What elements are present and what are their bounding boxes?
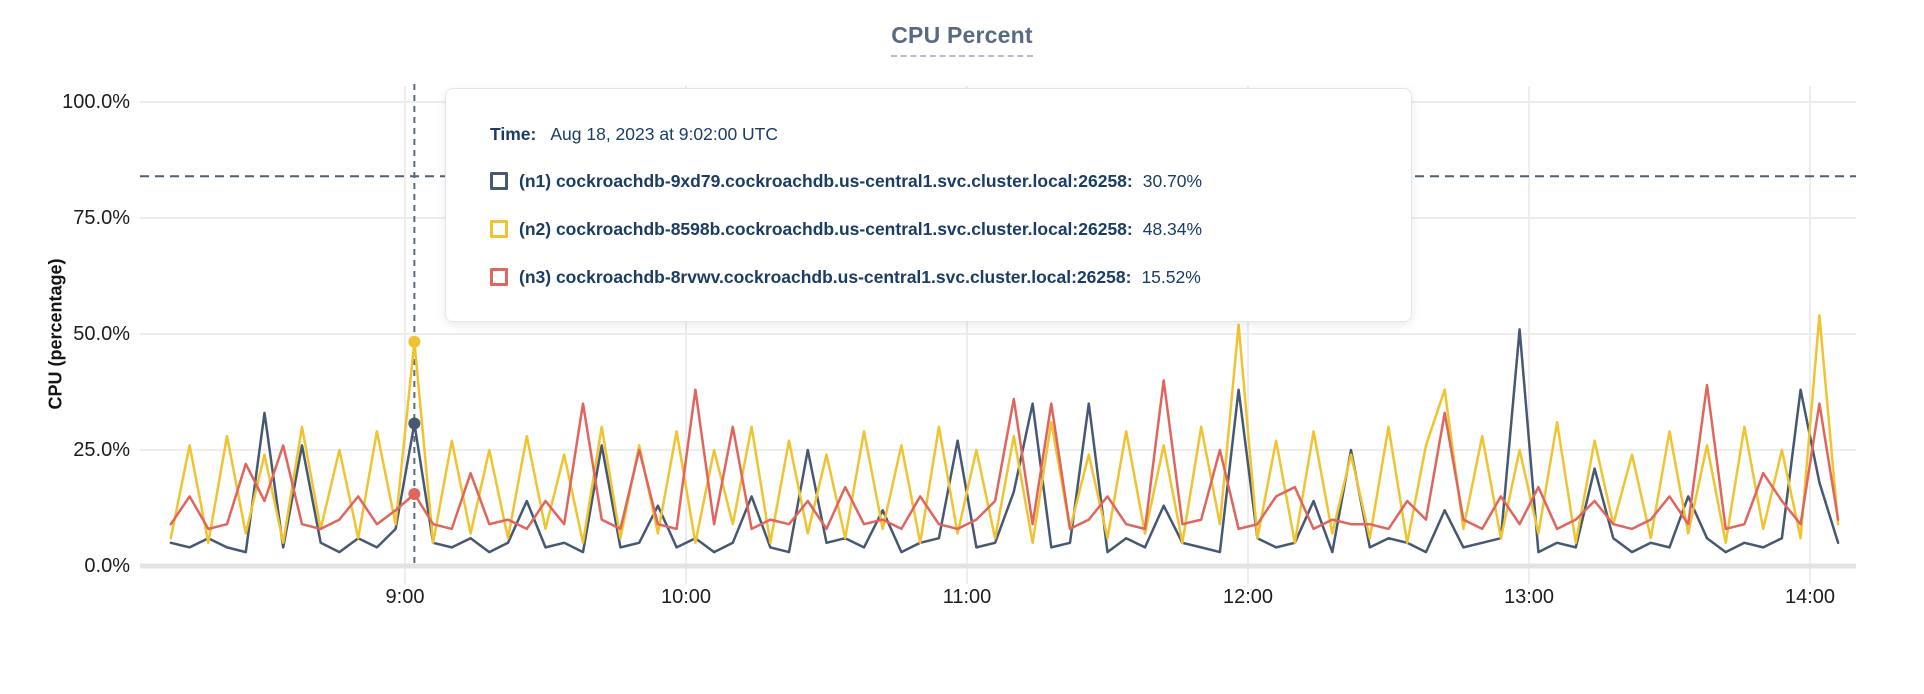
chart-tooltip: Time: Aug 18, 2023 at 9:02:00 UTC (n1) co… <box>445 88 1412 322</box>
tooltip-row-n2: (n2) cockroachdb-8598b.cockroachdb.us-ce… <box>490 205 1411 253</box>
tooltip-row-n3-value: 15.52% <box>1141 266 1201 287</box>
tooltip-row-n1-label: (n1) cockroachdb-9xd79.cockroachdb.us-ce… <box>519 170 1133 191</box>
series-line-n3 <box>169 379 1840 531</box>
cursor-dot-n2 <box>408 335 421 348</box>
tooltip-row-n3-label: (n3) cockroachdb-8rvwv.cockroachdb.us-ce… <box>519 266 1132 287</box>
series-line-n1 <box>169 328 1840 554</box>
tooltip-row-n1-value: 30.70% <box>1142 170 1203 191</box>
chart-title-wrap: CPU Percent <box>0 22 1924 57</box>
series-swatch-n1-icon <box>490 172 508 190</box>
cursor-dot-n1 <box>408 417 421 430</box>
tooltip-time-value: Aug 18, 2023 at 9:02:00 UTC <box>550 124 779 144</box>
tooltip-row-n1: (n1) cockroachdb-9xd79.cockroachdb.us-ce… <box>490 157 1411 205</box>
series-swatch-n2-icon <box>490 220 508 238</box>
series-swatch-n3-icon <box>490 268 508 286</box>
tooltip-row-n3: (n3) cockroachdb-8rvwv.cockroachdb.us-ce… <box>490 253 1411 301</box>
tooltip-row-n2-value: 48.34% <box>1142 218 1203 239</box>
cursor-dot-n3 <box>408 487 421 500</box>
tooltip-series-rows: (n1) cockroachdb-9xd79.cockroachdb.us-ce… <box>490 157 1411 301</box>
series-line-n2 <box>169 314 1840 545</box>
chart-title[interactable]: CPU Percent <box>891 22 1033 57</box>
tooltip-time-label: Time: <box>490 124 537 144</box>
tooltip-time-row: Time: Aug 18, 2023 at 9:02:00 UTC <box>490 123 1411 145</box>
tooltip-row-n2-label: (n2) cockroachdb-8598b.cockroachdb.us-ce… <box>519 218 1133 239</box>
